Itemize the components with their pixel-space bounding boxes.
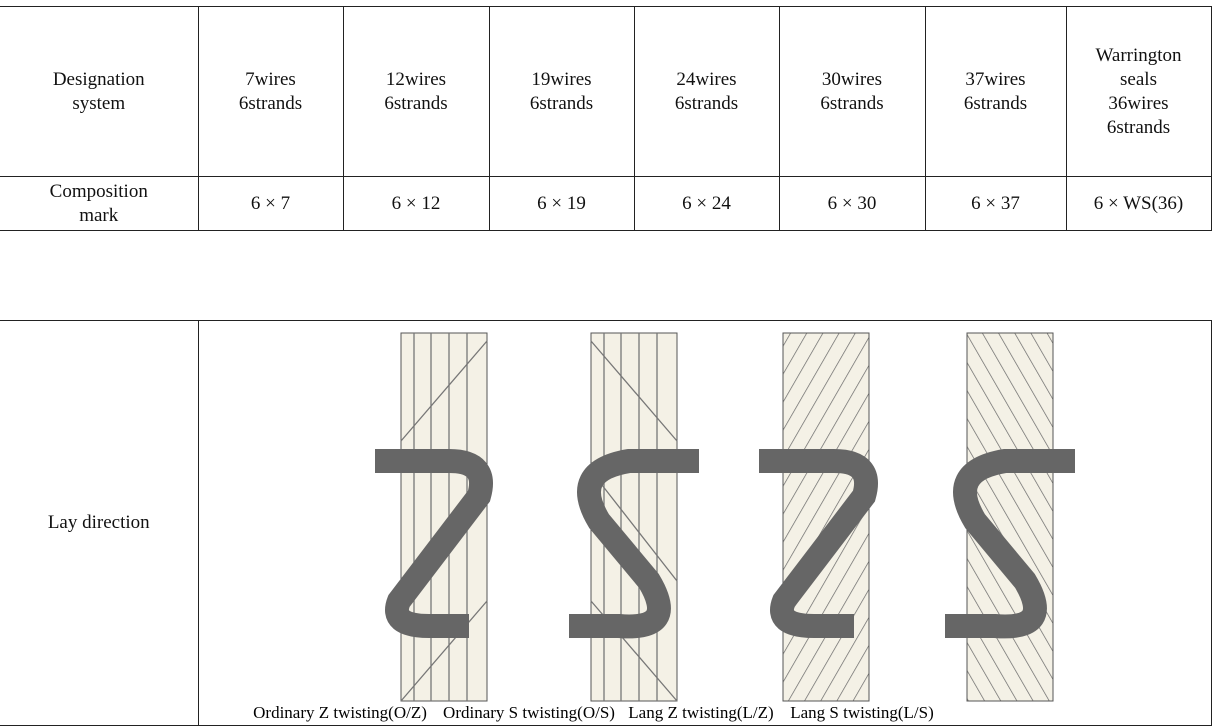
header-text: 37wires [965,68,1026,90]
rope-lz [758,332,878,702]
header-row: Designation system 7wires 6strands 12wires 6s… [0,6,1212,177]
header-text: seals [1120,68,1157,90]
lay-cell: Ordinary Z twisting(O/Z) Ordinary S twis… [197,320,1212,726]
header-cell: 30wires 6strands [778,6,926,177]
header-cell: Warrington seals 36wires 6strands [1065,6,1212,177]
header-text: system [72,92,126,114]
header-text: 6strands [820,92,884,114]
header-text: 36wires [1108,92,1169,114]
composition-text: 6 × 30 [827,192,877,214]
header-text: Designation [52,68,145,90]
rope-table: Designation system 7wires 6strands 12wires 6s… [0,6,1212,726]
lay-row: Lay direction [0,320,1212,726]
composition-text: 6 × 37 [971,192,1020,214]
composition-cell: 6 × WS(36) [1065,176,1212,231]
header-text: 6strands [384,92,448,114]
header-text: 6strands [238,92,303,114]
header-text: 30wires [821,68,883,90]
composition-row: Composition mark 6 × 7 6 × 12 6 × 19 6 × 24 6 … [0,176,1212,231]
composition-cell: 6 × 7 [197,176,344,231]
caption: Lang S twisting(L/S) [790,703,934,722]
row-label: Lay direction [0,320,199,726]
header-cell: Designation system [0,6,199,177]
rope-ls [944,332,1075,702]
composition-cell: 6 × 37 [924,176,1067,231]
header-text: 19wires [531,68,592,90]
header-text: 6strands [674,92,739,114]
composition-cell: 6 × 24 [633,176,780,231]
composition-cell: 6 × 19 [488,176,635,231]
caption: Ordinary Z twisting(O/Z) [253,703,427,722]
composition-cell: 6 × 30 [778,176,926,231]
label-text: mark [79,204,119,226]
header-text: 6strands [529,92,594,114]
caption: Ordinary S twisting(O/S) [443,703,615,722]
composition-text: 6 × WS(36) [1093,192,1184,214]
row-label: Composition mark [0,176,199,231]
composition-text: 6 × 7 [250,192,291,214]
header-cell: 24wires 6strands [633,6,780,177]
rope-oz [374,332,493,702]
label-text: Lay direction [47,512,150,533]
rope-os [568,332,699,702]
caption: Lang Z twisting(L/Z) [628,703,773,722]
header-cell: 12wires 6strands [342,6,490,177]
composition-text: 6 × 19 [537,192,586,214]
header-text: 6strands [963,92,1028,114]
header-text: 24wires [676,68,737,90]
header-text: 12wires [385,68,447,90]
header-text: 7wires [245,68,296,90]
sectional-row [0,231,1211,321]
composition-cell: 6 × 12 [342,176,490,231]
header-text: 6strands [1106,116,1171,138]
header-text: Warrington [1095,44,1182,66]
header-cell: 19wires 6strands [488,6,635,177]
lay-illustration: Ordinary Z twisting(O/Z) Ordinary S twis… [253,332,1075,722]
header-cell: 37wires 6strands [924,6,1067,177]
label-text: Composition [49,180,148,202]
composition-text: 6 × 24 [682,192,731,214]
header-cell: 7wires 6strands [197,6,344,177]
composition-text: 6 × 12 [391,192,441,214]
